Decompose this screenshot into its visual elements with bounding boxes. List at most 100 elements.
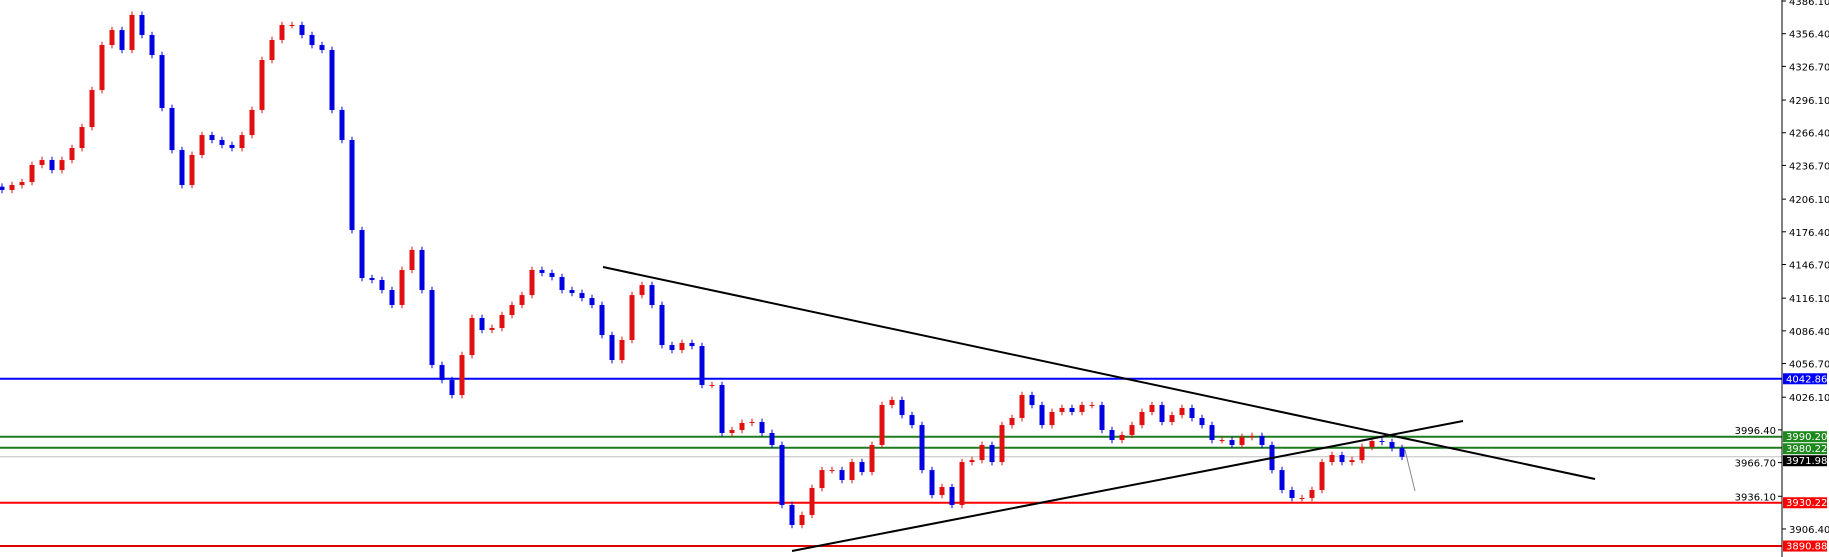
price-tag: 3980.22: [1783, 443, 1827, 455]
tick-label: 3906.40: [1789, 525, 1829, 536]
price-axis-ticks: 4386.10 4356.40 4326.70 4296.10 4266.40 4236.…: [1735, 0, 1829, 536]
candle: [59, 156, 65, 174]
candle: [699, 342, 705, 389]
candle: [849, 458, 855, 484]
candle: [789, 501, 795, 529]
candle-body: [629, 295, 635, 340]
candle-body: [809, 488, 815, 515]
candle-body: [1149, 405, 1155, 412]
candle-body: [1249, 435, 1255, 438]
candle: [939, 483, 945, 499]
candle: [999, 421, 1005, 466]
candle-body: [1159, 405, 1165, 422]
candle-body: [1359, 446, 1365, 461]
candle-body: [1029, 395, 1035, 406]
candle: [279, 21, 285, 44]
candle-body: [309, 35, 315, 46]
candle: [449, 376, 455, 399]
price-tag-background: [1783, 455, 1827, 467]
tick-label: 4146.70: [1789, 260, 1829, 271]
candle-body: [659, 304, 665, 346]
candle: [1169, 411, 1175, 426]
candle-body: [1169, 415, 1175, 422]
candle: [959, 458, 965, 509]
candle: [1299, 494, 1305, 502]
candle-body: [299, 24, 305, 36]
candle: [89, 86, 95, 131]
candle-body: [219, 140, 225, 145]
candle-body: [279, 24, 285, 40]
candle-body: [529, 269, 535, 296]
candle-body: [269, 39, 275, 60]
candle-body: [369, 278, 375, 281]
trendline[interactable]: [791, 420, 1464, 552]
candle-body: [149, 35, 155, 56]
tick-label: 4176.40: [1789, 228, 1829, 239]
candle: [99, 41, 105, 94]
candle: [259, 56, 265, 114]
candle-body: [119, 30, 125, 50]
candle-body: [409, 249, 415, 270]
candle-body: [399, 269, 405, 305]
candle: [439, 361, 445, 384]
candle-body: [419, 249, 425, 291]
candle: [869, 441, 875, 476]
candle-body: [1239, 437, 1245, 445]
candle-body: [139, 14, 145, 36]
candle-body: [359, 230, 365, 279]
tick-label: 4386.10: [1789, 0, 1829, 8]
candle: [489, 324, 495, 334]
candle-body: [759, 421, 765, 433]
candle-body: [59, 160, 65, 171]
candle-body: [189, 154, 195, 186]
candle-body: [109, 30, 115, 46]
candle-body: [1319, 462, 1325, 490]
candle: [189, 151, 195, 189]
candle: [1059, 404, 1065, 416]
tick-label: 4116.10: [1789, 294, 1829, 305]
candle: [329, 46, 335, 114]
candle-body: [469, 317, 475, 356]
candle-body: [129, 14, 135, 50]
candle: [559, 273, 565, 294]
candle-body: [9, 185, 15, 190]
candle: [139, 11, 145, 39]
candle-body: [949, 487, 955, 505]
candle: [1079, 401, 1085, 416]
price-tag: 4042.86: [1783, 373, 1827, 385]
candle: [419, 246, 425, 294]
candle: [269, 36, 275, 64]
candle: [669, 341, 675, 354]
candle: [1359, 443, 1365, 464]
tick-label: 4266.40: [1789, 129, 1829, 140]
candle-body: [699, 346, 705, 385]
candle-body: [429, 290, 435, 365]
candle: [1389, 438, 1395, 452]
candle: [309, 31, 315, 49]
candle: [179, 146, 185, 189]
candle-body: [1089, 405, 1095, 407]
candles: [0, 11, 1405, 529]
candle: [1089, 401, 1095, 409]
candle: [1199, 414, 1205, 429]
candle: [1239, 433, 1245, 449]
candle: [119, 26, 125, 54]
candle: [1149, 401, 1155, 416]
trendline[interactable]: [602, 266, 1596, 480]
candle-body: [939, 487, 945, 496]
candle-body: [579, 292, 585, 299]
candle-body: [999, 425, 1005, 463]
candle: [249, 106, 255, 139]
candle-body: [289, 24, 295, 26]
candle: [679, 339, 685, 354]
candle: [639, 281, 645, 299]
candle: [1339, 451, 1345, 466]
candle: [719, 381, 725, 437]
candle: [729, 426, 735, 437]
candle-body: [319, 45, 325, 50]
price-axis-background: [1783, 0, 1829, 557]
candle: [659, 301, 665, 349]
candle: [969, 456, 975, 466]
candle-body: [1219, 440, 1225, 442]
